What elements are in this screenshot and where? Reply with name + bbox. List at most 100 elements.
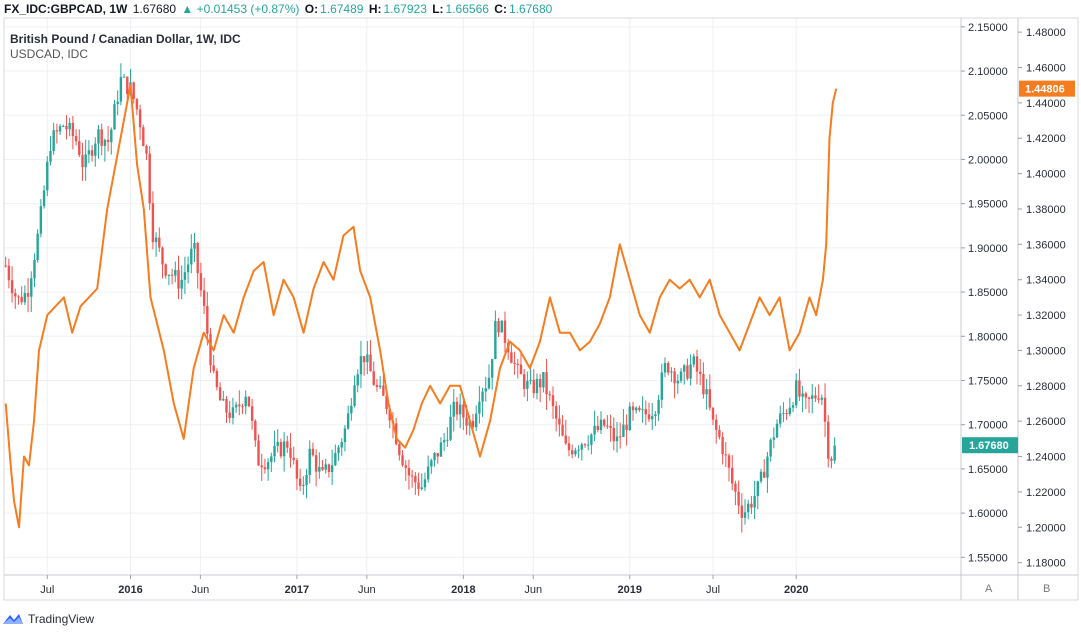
symbol-label[interactable]: FX_IDC:GBPCAD, 1W xyxy=(4,2,128,16)
candle-body xyxy=(791,405,795,408)
axis-b-button[interactable]: B xyxy=(1043,583,1050,595)
candle-body xyxy=(151,203,155,243)
candle-body xyxy=(244,396,247,407)
price-tick-a: 1.80000 xyxy=(968,331,1008,343)
axis-a-button[interactable]: A xyxy=(985,583,993,595)
candle-body xyxy=(711,407,715,420)
last-price: 1.67680 xyxy=(132,2,177,16)
candle-body xyxy=(734,483,737,492)
price-chart[interactable]: 2.15000 2.10000 2.05000 2.00000 1.95000 1.900… xyxy=(0,0,1081,606)
candle-body xyxy=(430,460,433,467)
open-value: 1.67489 xyxy=(320,2,364,16)
candle-body xyxy=(167,274,171,276)
candle-body xyxy=(702,374,705,395)
candle-body xyxy=(215,370,219,388)
candle-body xyxy=(161,247,164,265)
candle-body xyxy=(545,372,548,395)
candle-body xyxy=(254,420,257,441)
candle-body xyxy=(446,439,449,441)
candle-body xyxy=(122,76,126,78)
price-tick-b: 1.48000 xyxy=(1026,27,1066,39)
candle-body xyxy=(516,363,519,365)
usdcad-price-axis[interactable]: 1.48000 1.46000 1.44000 1.42000 1.40000 1.380… xyxy=(1018,27,1066,570)
candle-body xyxy=(699,371,702,375)
legend-overlay[interactable]: USDCAD, IDC xyxy=(10,47,88,61)
candle-body xyxy=(817,398,820,400)
price-tick-b: 1.28000 xyxy=(1026,381,1066,393)
candle-body xyxy=(62,125,65,127)
candle-body xyxy=(308,448,311,475)
legend-main[interactable]: British Pound / Canadian Dollar, 1W, IDC xyxy=(10,32,241,46)
candle-body xyxy=(14,293,17,297)
candle-body xyxy=(177,269,180,289)
high-value: 1.67923 xyxy=(383,2,427,16)
gbpcad-price-axis[interactable]: 2.15000 2.10000 2.05000 2.00000 1.95000 1.900… xyxy=(961,22,1008,564)
candle-body xyxy=(756,481,760,497)
legend: British Pound / Canadian Dollar, 1W, IDC… xyxy=(10,32,241,61)
candle-body xyxy=(458,404,462,415)
candle-body xyxy=(538,378,542,388)
candle-body xyxy=(766,456,769,478)
candle-body xyxy=(279,441,283,457)
candle-body xyxy=(497,320,500,333)
candle-body xyxy=(465,417,468,426)
price-tick-b: 1.24000 xyxy=(1026,452,1066,464)
time-tick-label: 2017 xyxy=(285,584,309,596)
candle-body xyxy=(183,272,187,280)
candle-body xyxy=(663,363,667,373)
candle-body xyxy=(625,424,628,431)
time-tick-label: 2016 xyxy=(118,584,142,596)
price-tick-b: 1.18000 xyxy=(1026,558,1066,570)
candle-body xyxy=(206,305,209,334)
candle-body xyxy=(327,464,331,473)
candle-body xyxy=(593,425,596,435)
candle-body xyxy=(410,475,414,477)
candle-body xyxy=(830,458,833,461)
candle-body xyxy=(650,416,654,420)
candle-body xyxy=(74,136,78,142)
candle-body xyxy=(586,444,590,446)
candle-body xyxy=(295,460,299,479)
candle-body xyxy=(17,296,20,298)
candle-body xyxy=(820,397,824,400)
candle-body xyxy=(346,413,350,429)
time-axis[interactable]: Jul 2016 Jun 2017 Jun 2018 Jun 2019 Jul 2020 xyxy=(40,575,808,596)
candle-body xyxy=(30,278,33,297)
candle-body xyxy=(535,378,539,394)
candle-body xyxy=(142,127,145,147)
brand-name[interactable]: TradingView xyxy=(28,612,95,626)
candle-body xyxy=(667,363,670,373)
price-tick-b: 1.20000 xyxy=(1026,522,1066,534)
candle-body xyxy=(795,380,798,406)
price-tick-a: 1.75000 xyxy=(968,375,1008,387)
candle-body xyxy=(20,296,23,303)
candle-body xyxy=(442,440,446,443)
candle-body xyxy=(782,412,785,414)
candle-body xyxy=(228,412,231,419)
candle-body xyxy=(110,129,113,143)
candle-body xyxy=(154,237,158,243)
candle-body xyxy=(103,139,107,146)
candle-body xyxy=(641,409,644,411)
candle-body xyxy=(68,122,71,130)
candle-body xyxy=(340,442,343,448)
candle-body xyxy=(417,482,420,489)
candle-body xyxy=(378,385,382,387)
candle-body xyxy=(145,146,148,154)
candle-body xyxy=(532,379,535,394)
tradingview-logo-icon[interactable] xyxy=(2,612,24,626)
candle-body xyxy=(487,377,491,389)
candle-body xyxy=(798,380,801,397)
candle-body xyxy=(583,444,587,446)
candle-body xyxy=(257,440,260,466)
candle-body xyxy=(10,280,14,294)
candle-body xyxy=(753,496,756,508)
price-tick-b: 1.38000 xyxy=(1026,204,1066,216)
candle-body xyxy=(772,437,776,440)
candle-body xyxy=(622,424,625,437)
candle-body xyxy=(695,356,699,372)
candle-body xyxy=(628,406,631,431)
candle-body xyxy=(372,371,375,385)
candle-body xyxy=(382,385,385,396)
time-tick-label: Jun xyxy=(524,584,542,596)
